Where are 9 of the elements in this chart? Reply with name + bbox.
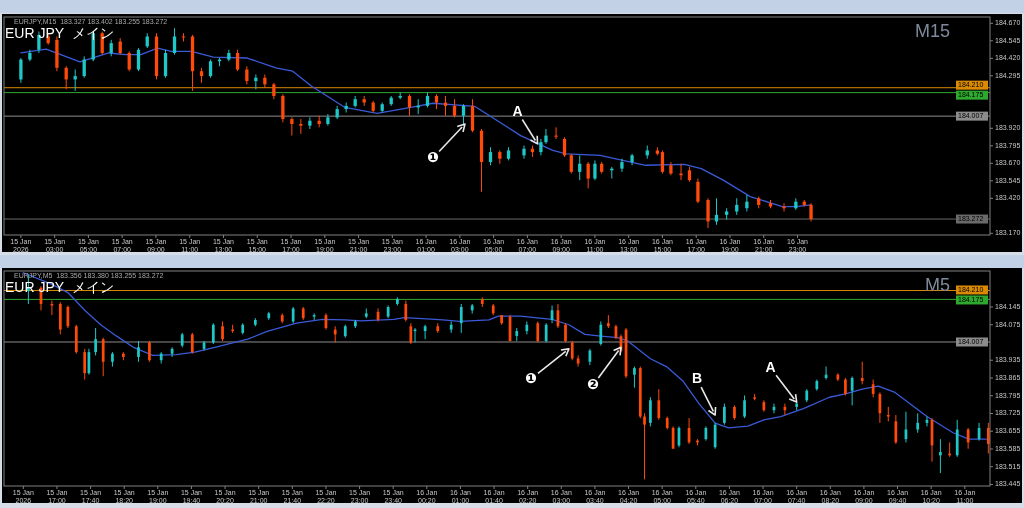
text: EUR JPY メイン <box>5 25 114 41</box>
annotation: ❶ <box>426 148 439 165</box>
annotation: B <box>692 369 703 386</box>
annotation: A <box>512 102 523 119</box>
annotation: M15 <box>914 21 950 41</box>
annotation: M5 <box>924 275 950 295</box>
annotation: ❷ <box>587 376 600 393</box>
annotation: ❶ <box>524 369 537 386</box>
annotation: A <box>765 358 776 375</box>
